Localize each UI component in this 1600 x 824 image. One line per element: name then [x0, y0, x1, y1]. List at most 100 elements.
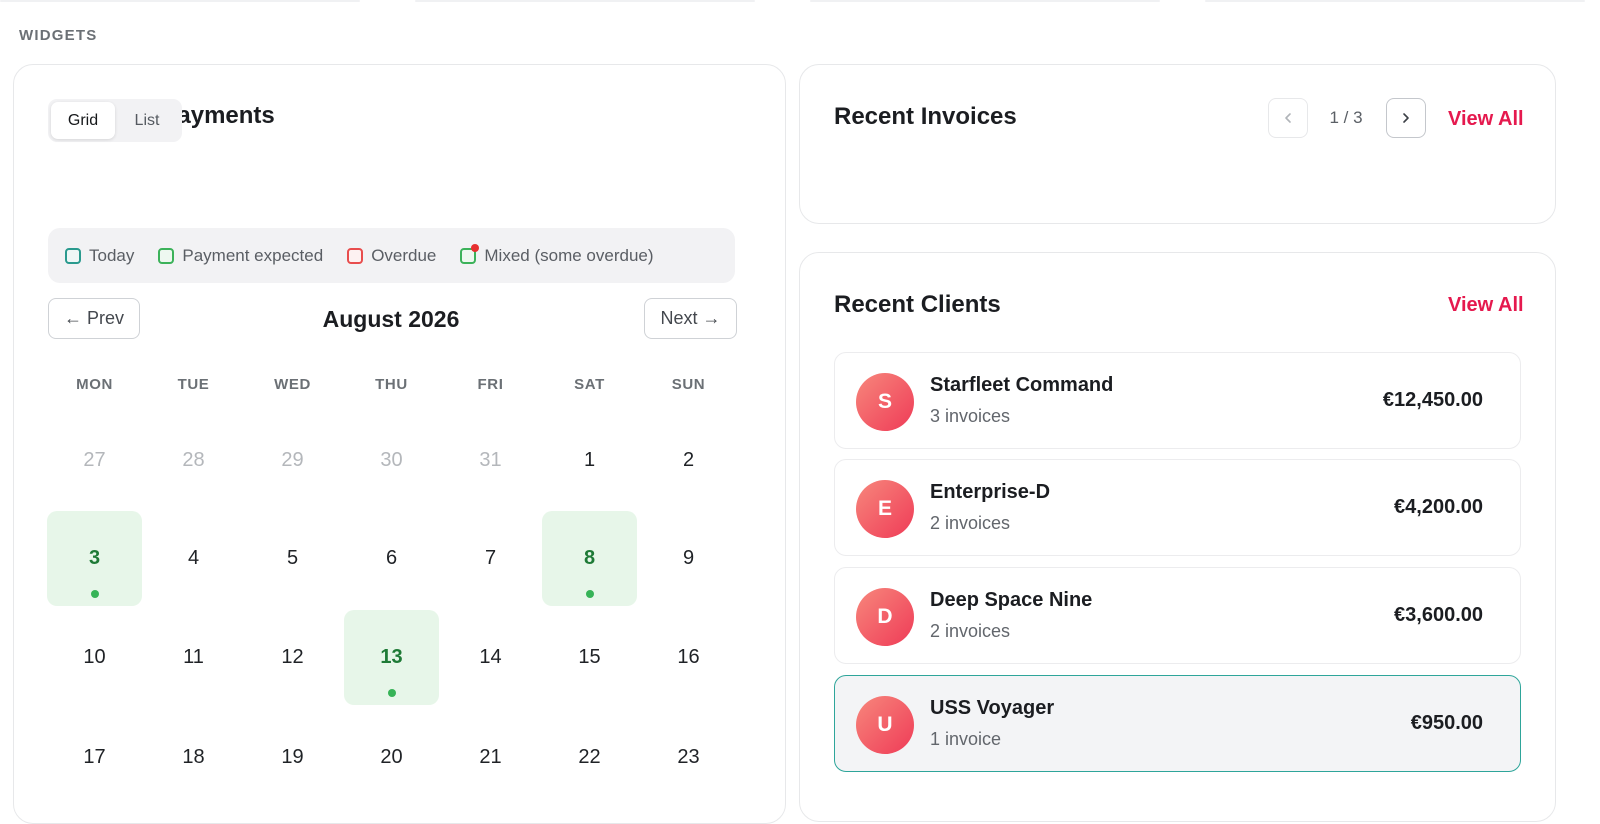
calendar-day-payment-expected[interactable]: 8 — [542, 511, 637, 606]
payment-dot-icon — [387, 689, 396, 697]
day-number: 14 — [479, 646, 502, 668]
calendar-day[interactable]: 1 — [542, 413, 637, 508]
day-number: 6 — [385, 547, 398, 569]
day-number: 16 — [677, 646, 700, 668]
client-amount: €4,200.00 — [1394, 496, 1483, 518]
calendar-day[interactable]: 15 — [542, 610, 637, 705]
calendar-day[interactable]: 23 — [641, 710, 736, 805]
legend-mixed-label: Mixed (some overdue) — [484, 245, 654, 265]
day-number: 11 — [183, 646, 204, 668]
recent-invoices-card — [799, 64, 1556, 224]
client-invoice-count: 1 invoice — [930, 729, 1002, 749]
legend-overdue-label: Overdue — [371, 245, 437, 265]
client-amount: €3,600.00 — [1394, 604, 1483, 626]
calendar-day[interactable]: 11 — [146, 610, 241, 705]
calendar-day[interactable]: 4 — [146, 511, 241, 606]
client-row[interactable]: S Starfleet Command 3 invoices €12,450.0… — [834, 352, 1521, 449]
legend-expected-label: Payment expected — [182, 245, 324, 265]
section-label: WIDGETS — [19, 27, 98, 44]
mixed-swatch-icon — [460, 243, 480, 264]
client-invoice-count: 2 invoices — [930, 621, 1011, 641]
calendar-day[interactable]: 6 — [344, 511, 439, 606]
calendar-day-outside-month[interactable]: 28 — [146, 413, 241, 508]
client-name: Starfleet Command — [930, 374, 1114, 396]
client-invoice-count: 3 invoices — [930, 406, 1011, 426]
invoices-next-page-button[interactable] — [1386, 98, 1426, 138]
day-number: 27 — [83, 449, 106, 471]
calendar-day[interactable]: 22 — [542, 710, 637, 805]
day-number: 9 — [682, 547, 695, 569]
invoices-view-all-link[interactable]: View All — [1448, 108, 1524, 130]
day-number: 17 — [83, 746, 106, 768]
day-number: 23 — [677, 746, 700, 768]
day-number: 18 — [182, 746, 205, 768]
view-toggle: Grid List — [48, 99, 182, 142]
client-invoice-count: 2 invoices — [930, 513, 1011, 533]
calendar-day-outside-month[interactable]: 29 — [245, 413, 340, 508]
avatar: U — [856, 696, 914, 754]
legend-overdue: Overdue — [347, 246, 436, 266]
weekday-header: MON — [76, 376, 113, 393]
calendar-day[interactable]: 16 — [641, 610, 736, 705]
weekday-header: TUE — [177, 376, 210, 393]
day-number: 2 — [682, 449, 695, 471]
calendar-day[interactable]: 10 — [47, 610, 142, 705]
day-number: 21 — [479, 746, 502, 768]
day-number: 1 — [583, 449, 596, 471]
calendar-day-outside-month[interactable]: 31 — [443, 413, 538, 508]
client-name: USS Voyager — [930, 697, 1055, 719]
avatar: E — [856, 480, 914, 538]
weekday-header: SUN — [671, 376, 706, 393]
calendar-day[interactable]: 20 — [344, 710, 439, 805]
client-row[interactable]: E Enterprise-D 2 invoices €4,200.00 — [834, 459, 1521, 556]
day-number: 30 — [380, 449, 403, 471]
weekday-header: SAT — [574, 376, 605, 393]
avatar: D — [856, 588, 914, 646]
view-toggle-grid[interactable]: Grid — [51, 102, 115, 139]
day-number: 8 — [583, 547, 596, 569]
calendar-day[interactable]: 18 — [146, 710, 241, 805]
recent-invoices-title: Recent Invoices — [834, 103, 1017, 130]
prev-month-button[interactable]: ← Prev — [48, 298, 140, 339]
clients-view-all-link[interactable]: View All — [1448, 294, 1524, 316]
today-swatch-icon — [65, 247, 81, 264]
calendar-day[interactable]: 14 — [443, 610, 538, 705]
calendar-day[interactable]: 21 — [443, 710, 538, 805]
client-amount: €12,450.00 — [1382, 389, 1483, 411]
calendar-day-payment-expected[interactable]: 3 — [47, 511, 142, 606]
calendar-day[interactable]: 9 — [641, 511, 736, 606]
calendar-day[interactable]: 17 — [47, 710, 142, 805]
chevron-right-icon — [1403, 113, 1409, 123]
month-label: August 2026 — [322, 306, 460, 332]
day-number: 19 — [281, 746, 304, 768]
avatar: S — [856, 373, 914, 431]
calendar-day[interactable]: 5 — [245, 511, 340, 606]
payment-dot-icon — [585, 590, 594, 598]
calendar-day[interactable]: 2 — [641, 413, 736, 508]
calendar-day-outside-month[interactable]: 27 — [47, 413, 142, 508]
calendar-day[interactable]: 12 — [245, 610, 340, 705]
weekday-header: FRI — [477, 376, 504, 393]
legend-today-label: Today — [89, 245, 135, 265]
day-number: 4 — [187, 547, 200, 569]
legend-today: Today — [65, 246, 134, 266]
calendar-legend: Today Payment expected Overdue Mixed (so… — [48, 228, 735, 283]
calendar-day[interactable]: 19 — [245, 710, 340, 805]
client-row-selected[interactable]: U USS Voyager 1 invoice €950.00 — [834, 675, 1521, 772]
invoices-prev-page-button[interactable] — [1268, 98, 1308, 138]
calendar-day-outside-month[interactable]: 30 — [344, 413, 439, 508]
calendar-day[interactable]: 7 — [443, 511, 538, 606]
day-number: 29 — [281, 449, 304, 471]
calendar-day-payment-expected[interactable]: 13 — [344, 610, 439, 705]
day-number: 28 — [182, 449, 205, 471]
day-number: 3 — [88, 547, 101, 569]
client-row[interactable]: D Deep Space Nine 2 invoices €3,600.00 — [834, 567, 1521, 664]
day-number: 15 — [578, 646, 601, 668]
client-amount: €950.00 — [1410, 712, 1483, 734]
legend-payment-expected: Payment expected — [158, 246, 323, 266]
view-toggle-list[interactable]: List — [134, 111, 160, 129]
day-number: 12 — [281, 646, 304, 668]
next-month-button[interactable]: Next → — [644, 298, 737, 339]
top-divider — [0, 0, 1600, 4]
day-number: 22 — [578, 746, 601, 768]
